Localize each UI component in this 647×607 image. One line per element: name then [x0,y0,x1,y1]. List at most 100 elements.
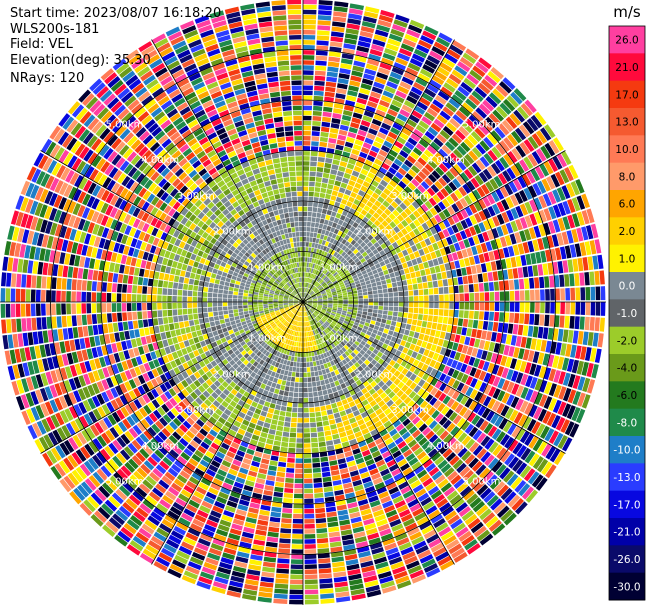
ppi-cell [362,273,369,279]
ppi-cell [309,268,312,273]
ppi-cell [377,216,385,223]
ppi-cell [445,170,455,181]
ppi-cell [421,275,427,283]
ppi-cell [473,201,482,212]
ppi-cell [319,266,323,272]
ppi-cell [426,83,439,94]
ppi-cell [415,124,427,134]
ppi-cell [401,219,409,228]
ppi-cell [474,127,486,139]
ppi-cell [359,151,368,159]
ppi-cell [522,242,530,254]
ppi-cell [490,66,504,80]
ppi-cell [335,144,344,151]
ppi-cell [346,136,355,144]
ppi-cell [313,248,317,254]
ppi-cell [402,145,412,155]
ppi-cell [332,296,338,299]
ppi-cell [433,137,444,148]
ppi-cell [470,265,477,275]
ppi-cell [329,128,339,134]
ppi-cell [363,305,368,309]
ppi-cell [360,185,368,193]
ppi-cell [570,181,580,196]
ppi-cell [473,283,479,292]
ppi-cell [397,113,408,123]
ppi-cell [436,272,442,280]
ppi-cell [345,272,351,277]
ppi-cell [465,98,478,110]
ppi-cell [415,197,424,206]
ppi-cell [364,264,370,270]
ppi-cell [341,274,347,280]
ppi-cell [472,189,482,200]
ppi-cell [363,73,375,81]
ppi-cell [468,284,474,293]
ppi-cell [556,153,568,168]
ppi-cell [410,86,423,96]
ppi-cell [501,211,510,223]
ppi-cell [331,211,337,217]
ppi-cell [347,291,353,295]
ppi-cell [444,294,449,302]
ppi-cell [458,240,466,250]
ppi-cell [424,302,429,308]
ppi-cell [373,302,379,306]
ppi-cell [495,106,508,119]
ppi-cell [556,232,564,246]
ppi-cell [489,302,495,311]
ppi-cell [307,216,312,222]
ppi-cell [344,261,350,267]
ppi-cell [313,269,317,275]
ppi-cell [457,276,464,285]
ppi-cell [305,242,309,247]
ppi-cell [353,296,358,300]
ppi-cell [305,252,308,257]
ppi-cell [565,302,571,315]
ppi-cell [464,293,470,301]
ppi-cell [310,292,315,296]
ppi-cell [569,273,575,287]
ppi-cell [430,141,441,152]
ppi-cell [539,314,545,326]
ppi-cell [352,112,363,120]
ppi-cell [377,19,392,28]
ppi-cell [397,52,411,62]
ppi-cell [404,186,413,195]
ppi-cell [453,242,461,252]
ppi-cell [338,303,343,306]
ppi-cell [482,168,493,180]
ppi-cell [303,105,313,111]
ppi-cell [519,142,531,155]
ppi-cell [492,215,500,227]
ppi-cell [374,188,383,196]
ppi-cell [538,224,546,237]
ppi-cell [496,201,505,213]
ppi-cell [446,270,452,279]
ppi-cell [307,300,313,302]
ppi-cell [574,243,582,257]
ppi-cell [408,296,414,302]
ppi-cell [330,36,344,43]
ppi-cell [515,218,523,231]
ppi-cell [399,109,411,118]
ppi-cell [314,222,320,228]
ppi-cell [362,181,371,188]
ppi-cell [465,118,477,130]
ppi-cell [415,77,428,87]
ppi-cell [426,187,436,197]
ppi-cell [361,251,368,258]
ppi-cell [368,261,375,268]
ppi-cell [313,288,318,292]
ppi-cell [369,216,377,223]
ppi-cell [317,265,321,271]
ppi-cell [342,259,348,265]
ppi-cell [543,222,551,236]
ppi-cell [438,32,453,44]
ppi-cell [530,114,543,129]
ppi-cell [363,238,370,245]
ppi-cell [554,315,560,328]
ppi-cell [380,192,388,200]
ppi-cell [309,291,314,295]
ppi-cell [422,30,437,41]
